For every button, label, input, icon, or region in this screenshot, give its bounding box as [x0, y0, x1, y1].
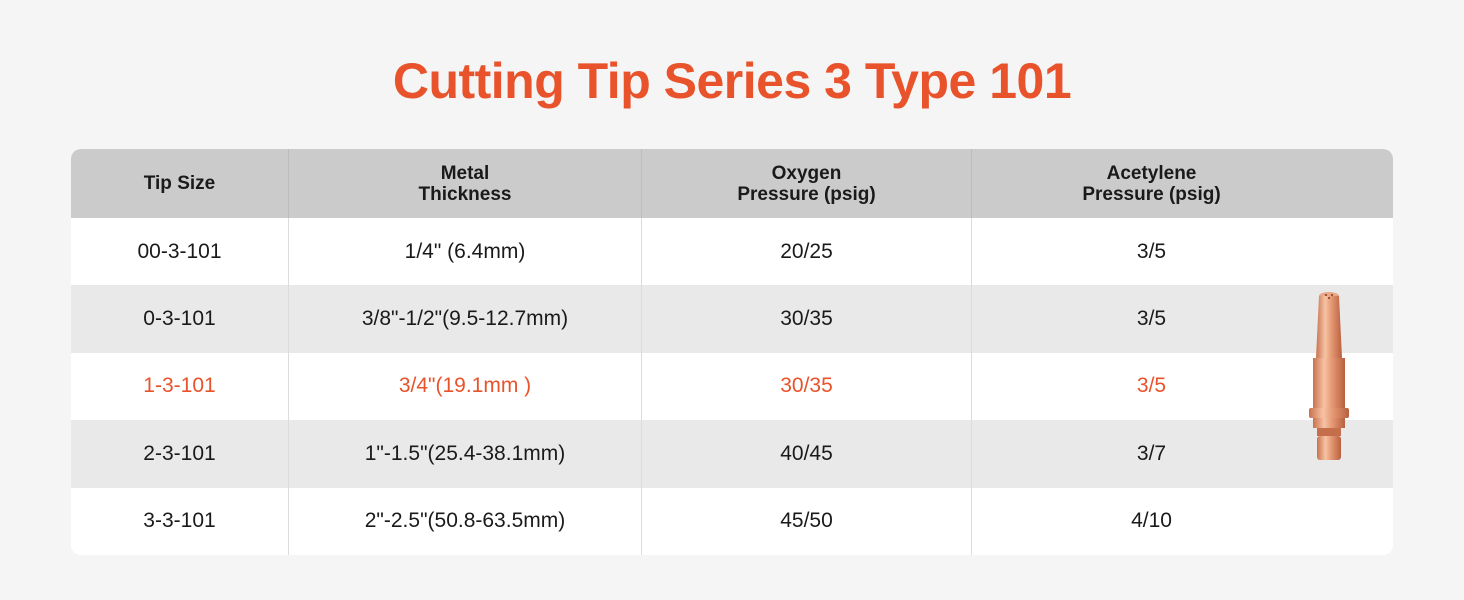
table-row: 1-3-101 3/4"(19.1mm ) 30/35 3/5 [71, 352, 1393, 421]
table-cell: 3/8"-1/2"(9.5-12.7mm) [289, 285, 642, 353]
table-cell: 30/35 [642, 285, 972, 353]
header-text: Pressure (psig) [1082, 183, 1221, 205]
table-cell: 4/10 [1131, 509, 1172, 533]
table-cell: 20/25 [642, 218, 972, 286]
header-text: Pressure (psig) [737, 183, 876, 205]
table-row: 2-3-101 1"-1.5"(25.4-38.1mm) 40/45 3/7 [71, 420, 1393, 488]
table-cell: 3/5 [1136, 239, 1167, 263]
table-cell: 3/7 [1136, 441, 1167, 465]
tip-image [1309, 292, 1349, 460]
header-text: Oxygen [771, 162, 842, 184]
table-cell: 1-3-101 [71, 352, 289, 421]
table-cell: 0-3-101 [71, 285, 289, 353]
header-cell: Metal Thickness [289, 149, 642, 218]
table-cell: 40/45 [642, 420, 972, 488]
table-cell: 3-3-101 [71, 487, 289, 555]
table-cell: 00-3-101 [71, 218, 289, 286]
table-cell: 30/35 [642, 352, 972, 421]
table-row: 0-3-101 3/8"-1/2"(9.5-12.7mm) 30/35 3/5 [71, 285, 1393, 353]
table-cell: 1/4" (6.4mm) [289, 218, 642, 286]
header-text: Tip Size [143, 173, 216, 194]
table-cell: 1"-1.5"(25.4-38.1mm) [289, 420, 642, 488]
table-row: 3-3-101 2"-2.5"(50.8-63.5mm) 45/50 4/10 [71, 487, 1393, 555]
table: Tip Size Metal Thickness Oxygen Pressure (ps… [71, 149, 1393, 555]
header-text: Thickness [418, 183, 512, 205]
header-row: Tip Size Metal Thickness Oxygen Pressure (ps… [71, 149, 1393, 218]
header-text: Acetylene [1106, 162, 1197, 184]
header-text: Metal [440, 162, 490, 184]
table-row: 00-3-101 1/4" (6.4mm) 20/25 3/5 [71, 218, 1393, 286]
header-cell: Tip Size [71, 149, 289, 218]
table-cell: 2"-2.5"(50.8-63.5mm) [289, 487, 642, 555]
table-cell: 2-3-101 [71, 420, 289, 488]
table-cell: 3/4"(19.1mm ) [289, 352, 642, 421]
title: Cutting Tip Series 3 Type 101 [392, 53, 1072, 109]
table-cell: 45/50 [642, 487, 972, 555]
table-cell: 3/5 [1136, 374, 1167, 398]
table-cell: 3/5 [1136, 307, 1167, 331]
header-cell: Oxygen Pressure (psig) [642, 149, 972, 218]
header-cell: Acetylene Pressure (psig) [972, 149, 1393, 218]
